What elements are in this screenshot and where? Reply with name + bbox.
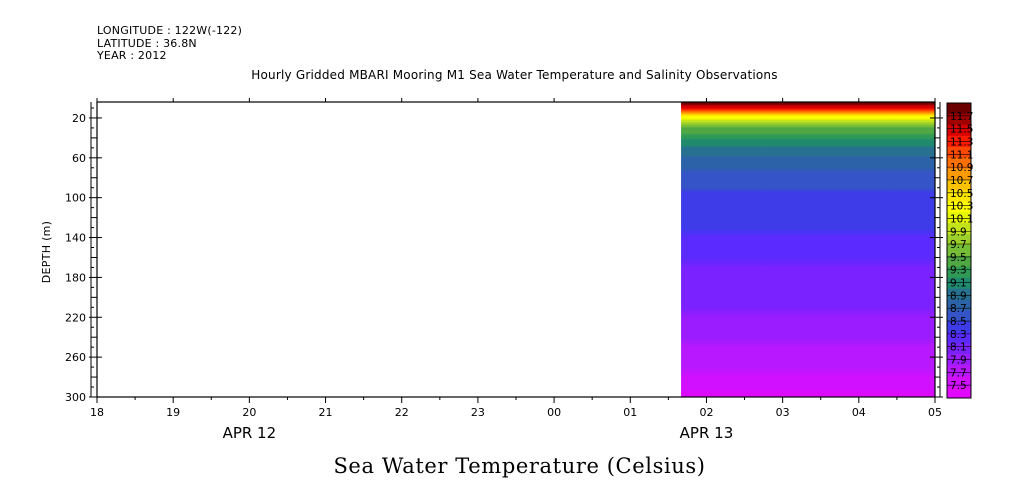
colorbar-swatch [947,234,971,246]
y-tick-label: 140 [65,232,86,245]
latitude-label: LATITUDE : 36.8N [97,37,197,50]
colorbar-label: 8.5 [950,316,967,328]
colorbar-label: 11.1 [950,149,973,161]
y-tick-label: 20 [72,112,86,125]
colorbar-label: 10.1 [950,213,973,225]
colorbar-label: 10.3 [950,201,973,213]
colorbar-swatch [947,332,971,344]
y-tick-label: 260 [65,351,86,364]
colorbar-swatch [947,343,971,355]
colorbar-swatch [947,310,971,323]
colorbar-frame [946,102,972,399]
x-tick-label: 04 [852,406,866,419]
x-tick-label: 19 [166,406,180,419]
colorbar-swatch [947,354,971,366]
colorbar-swatch [947,146,971,159]
x-tick-label: 03 [776,406,790,419]
colorbar-swatch [947,157,971,170]
colorbar-label: 10.5 [950,188,973,200]
colorbar-label: 7.7 [950,367,967,379]
x-tick-label: 05 [928,406,942,419]
colorbar-swatch [947,113,971,126]
colorbar-label: 8.9 [950,290,967,302]
colorbar-swatch [947,245,971,257]
colorbar-label: 10.7 [950,175,973,187]
colorbar-label: 9.9 [950,226,967,238]
colorbar-swatch [947,299,971,312]
x-date-label: APR 13 [680,424,734,442]
colorbar-swatch [947,365,971,377]
temperature-field [681,102,935,397]
colorbar-swatch [947,103,971,115]
x-tick-label: 23 [471,406,485,419]
year-label: YEAR : 2012 [97,49,167,62]
x-axis-title-text: Sea Water Temperature (Celsius) [333,454,706,478]
colorbar-swatch [947,201,971,213]
colorbar-label: 11.5 [950,124,973,136]
colorbar-swatch [947,212,971,224]
y-tick-label: 60 [72,152,86,165]
colorbar-swatch [947,387,971,399]
colorbar-swatch [947,277,971,290]
colorbar-label: 8.3 [950,329,967,341]
x-date-label: APR 12 [223,424,277,442]
colorbar-swatch [947,288,971,301]
colorbar-swatch [947,190,971,202]
x-tick-label: 20 [242,406,256,419]
colorbar-label: 7.9 [950,355,967,367]
colorbar-label: 9.1 [950,278,967,290]
y-axis-title-text: DEPTH (m) [40,221,53,284]
x-tick-label: 02 [699,406,713,419]
colorbar-label: 11.3 [950,136,973,148]
x-tick-label: 01 [623,406,637,419]
y-tick-label: 300 [65,391,86,404]
x-tick-label: 00 [547,406,561,419]
colorbar-label: 11.7 [950,111,973,123]
colorbar-label: 8.1 [950,342,967,354]
chart-title-text: Hourly Gridded MBARI Mooring M1 Sea Wate… [251,68,778,82]
longitude-label: LONGITUDE : 122W(-122) [97,24,243,37]
x-tick-label: 21 [319,406,333,419]
colorbar-swatch [947,376,971,388]
colorbar-label: 9.3 [950,265,967,277]
colorbar-label: 9.5 [950,252,967,264]
colorbar-swatch [947,223,971,235]
y-tick-label: 100 [65,192,86,205]
colorbar-swatch [947,255,971,268]
plot-area [681,102,935,397]
chart-title: Hourly Gridded MBARI Mooring M1 Sea Wate… [0,68,1009,82]
y-tick-label: 220 [65,311,86,324]
y-axis-title: DEPTH (m) [40,221,53,284]
colorbar-swatch [947,179,971,191]
colorbar-swatch [947,124,971,137]
colorbar-swatch [947,266,971,279]
colorbar-swatch [947,321,971,333]
colorbar-label: 7.5 [950,380,967,392]
plot-axes: 18 19 20 21 22 23 00 01 02 03 04 05 APR 12 APR 13 20 60… [65,98,943,442]
x-tick-label: 22 [395,406,409,419]
colorbar-label: 9.7 [950,239,967,251]
x-axis-title: Sea Water Temperature (Celsius) [0,454,1009,478]
colorbar-swatch [947,168,971,180]
y-tick-label: 180 [65,271,86,284]
x-tick-label: 18 [90,406,104,419]
colorbar: 11.711.511.311.110.910.710.510.310.19.99… [946,102,973,399]
colorbar-label: 8.7 [950,303,967,315]
colorbar-label: 10.9 [950,162,973,174]
